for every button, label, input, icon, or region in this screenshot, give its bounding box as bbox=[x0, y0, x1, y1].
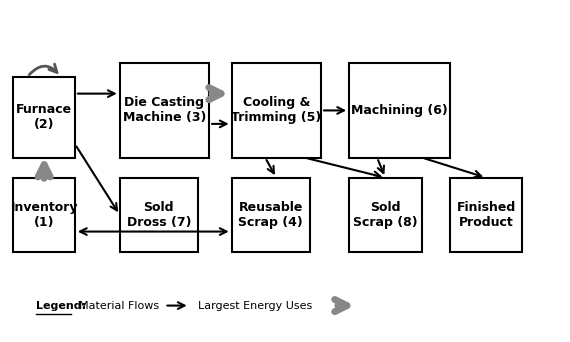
FancyArrowPatch shape bbox=[29, 64, 57, 75]
Text: Sold
Dross (7): Sold Dross (7) bbox=[127, 201, 191, 229]
FancyBboxPatch shape bbox=[349, 63, 450, 158]
Text: Inventory
(1): Inventory (1) bbox=[10, 201, 78, 229]
Text: Furnace
(2): Furnace (2) bbox=[16, 103, 72, 131]
Text: Machining (6): Machining (6) bbox=[351, 104, 448, 117]
FancyBboxPatch shape bbox=[450, 178, 523, 252]
Text: Die Casting
Machine (3): Die Casting Machine (3) bbox=[123, 96, 206, 124]
Text: Finished
Product: Finished Product bbox=[457, 201, 516, 229]
Text: Reusable
Scrap (4): Reusable Scrap (4) bbox=[238, 201, 303, 229]
FancyBboxPatch shape bbox=[349, 178, 422, 252]
Text: Sold
Scrap (8): Sold Scrap (8) bbox=[353, 201, 418, 229]
FancyBboxPatch shape bbox=[231, 63, 321, 158]
FancyBboxPatch shape bbox=[120, 63, 209, 158]
Text: Material Flows: Material Flows bbox=[79, 301, 160, 311]
FancyBboxPatch shape bbox=[14, 178, 75, 252]
Text: Largest Energy Uses: Largest Energy Uses bbox=[198, 301, 312, 311]
FancyBboxPatch shape bbox=[231, 178, 310, 252]
Text: Cooling &
Trimming (5): Cooling & Trimming (5) bbox=[231, 96, 321, 124]
FancyBboxPatch shape bbox=[120, 178, 198, 252]
Text: Legend:: Legend: bbox=[36, 301, 86, 311]
FancyBboxPatch shape bbox=[14, 77, 75, 158]
